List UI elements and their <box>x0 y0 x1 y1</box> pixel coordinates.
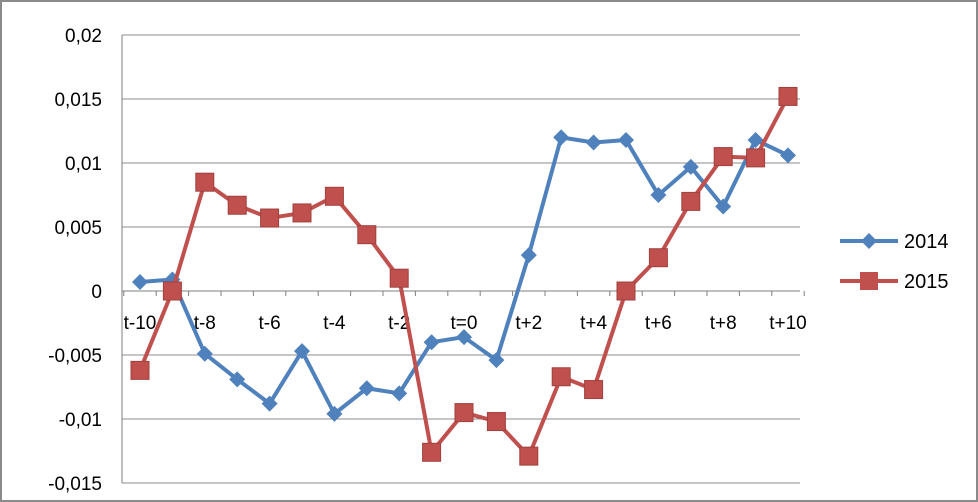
x-tick-label: t+8 <box>710 313 737 334</box>
y-tick-label: 0,01 <box>65 154 102 175</box>
data-point-2015 <box>195 172 215 192</box>
data-point-2015 <box>713 147 733 167</box>
data-point-2014 <box>715 198 732 215</box>
legend: 2014 2015 <box>840 231 949 293</box>
x-tick-label: t-4 <box>323 313 346 334</box>
x-tick-label: t+4 <box>580 313 607 334</box>
gridlines <box>122 34 800 484</box>
axes <box>121 35 805 483</box>
data-point-2015 <box>551 367 571 387</box>
data-point-2015 <box>130 360 150 380</box>
data-point-2014 <box>520 247 537 264</box>
data-point-2014 <box>682 158 699 175</box>
data-point-2015 <box>162 281 182 301</box>
data-point-2015 <box>454 403 474 423</box>
data-point-2014 <box>423 334 440 351</box>
data-point-2014 <box>780 147 796 164</box>
data-point-2014 <box>618 131 634 148</box>
data-point-2015 <box>260 208 280 228</box>
data-point-2014 <box>229 371 246 388</box>
data-point-2015 <box>486 412 506 432</box>
y-tick-label: -0,005 <box>48 346 102 367</box>
x-tick-label: t+2 <box>515 313 542 334</box>
x-tick-label: t=0 <box>451 313 478 334</box>
data-point-2014 <box>585 134 602 151</box>
legend-label-2014: 2014 <box>904 231 949 253</box>
data-point-2014 <box>196 345 213 362</box>
data-point-2015 <box>648 248 668 268</box>
data-point-2014 <box>650 187 667 203</box>
data-point-2014 <box>261 395 278 412</box>
data-point-2014 <box>132 274 148 291</box>
data-point-2015 <box>292 203 312 223</box>
data-point-2014 <box>747 131 764 148</box>
data-point-2014 <box>358 380 375 397</box>
x-tick-label: t+6 <box>645 313 672 334</box>
data-point-2015 <box>422 442 442 462</box>
data-point-2014 <box>488 352 505 369</box>
data-point-2015 <box>389 268 409 288</box>
data-point-2015 <box>324 186 344 206</box>
data-point-2014 <box>456 329 472 346</box>
x-tick-label: t-10 <box>124 313 157 334</box>
data-point-2015 <box>584 380 604 400</box>
data-point-2015 <box>519 446 539 466</box>
data-point-2014 <box>294 343 310 360</box>
legend-marker-2014 <box>861 233 877 249</box>
data-point-2014 <box>391 385 408 402</box>
legend-label-2015: 2015 <box>904 271 949 293</box>
y-tick-label: -0,015 <box>48 474 102 495</box>
y-tick-labels: 0,02 0,015 0,01 0,005 0 -0,005 -0,01 -0,015 <box>48 26 102 495</box>
x-tick-label: t-6 <box>259 313 281 334</box>
data-point-2015 <box>616 281 636 301</box>
x-tick-label: t+10 <box>769 313 807 334</box>
y-tick-label: 0 <box>91 282 102 303</box>
x-tick-label: t-8 <box>194 313 216 334</box>
data-point-2015 <box>681 191 701 211</box>
series <box>130 86 798 466</box>
legend-marker-2015 <box>860 272 878 290</box>
y-tick-label: 0,015 <box>54 90 102 111</box>
data-point-2015 <box>746 148 766 168</box>
data-point-2015 <box>227 195 247 215</box>
series-line-2015 <box>138 95 790 459</box>
x-tick-labels: t-10 t-8 t-6 t-4 t-2 t=0 t+2 t+4 t+6 t+8 t+10 <box>124 313 807 334</box>
y-tick-label: -0,01 <box>59 410 102 431</box>
data-point-2015 <box>357 225 377 245</box>
data-point-2015 <box>778 86 798 106</box>
y-tick-label: 0,005 <box>54 218 102 239</box>
data-point-2014 <box>326 405 343 422</box>
y-tick-label: 0,02 <box>65 26 102 47</box>
data-point-2014 <box>553 129 570 146</box>
